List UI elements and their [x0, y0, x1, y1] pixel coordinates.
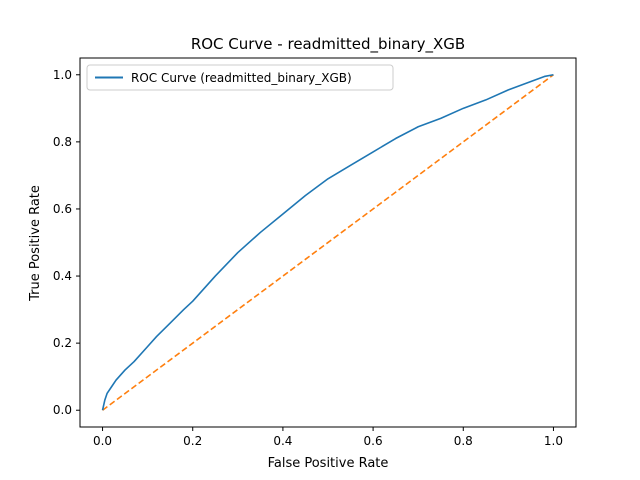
x-tick-label: 0.0 [93, 434, 112, 448]
series-line-roc-curve [101, 73, 554, 411]
axes-frame [79, 57, 577, 428]
x-axis-ticks: 0.0 0.2 0.4 0.6 0.8 1.0 [93, 427, 563, 448]
x-tick-label: 0.4 [273, 434, 292, 448]
legend-label-roc-curve: ROC Curve (readmitted_binary_XGB) [131, 71, 352, 85]
y-tick-label: 0.4 [53, 269, 72, 283]
y-tick-label: 0.0 [53, 403, 72, 417]
legend-box [86, 64, 394, 91]
series-layer [101, 73, 554, 411]
x-tick-label: 0.2 [183, 434, 202, 448]
y-tick-label: 0.2 [53, 336, 72, 350]
x-axis-label: False Positive Rate [268, 456, 389, 471]
x-tick-label: 0.8 [454, 434, 473, 448]
x-tick-label: 1.0 [544, 434, 563, 448]
x-tick-label: 0.6 [364, 434, 383, 448]
series-line-chance-diagonal [102, 74, 554, 411]
y-tick-label: 0.8 [53, 135, 72, 149]
y-tick-label: 0.6 [53, 202, 72, 216]
y-axis-label: True Positive Rate [28, 185, 43, 302]
plot-area [79, 57, 577, 428]
legend: ROC Curve (readmitted_binary_XGB) [86, 64, 394, 91]
y-tick-label: 1.0 [53, 68, 72, 82]
y-axis-ticks: 0.0 0.2 0.4 0.6 0.8 1.0 [53, 68, 80, 417]
chart-title: ROC Curve - readmitted_binary_XGB [191, 35, 465, 54]
